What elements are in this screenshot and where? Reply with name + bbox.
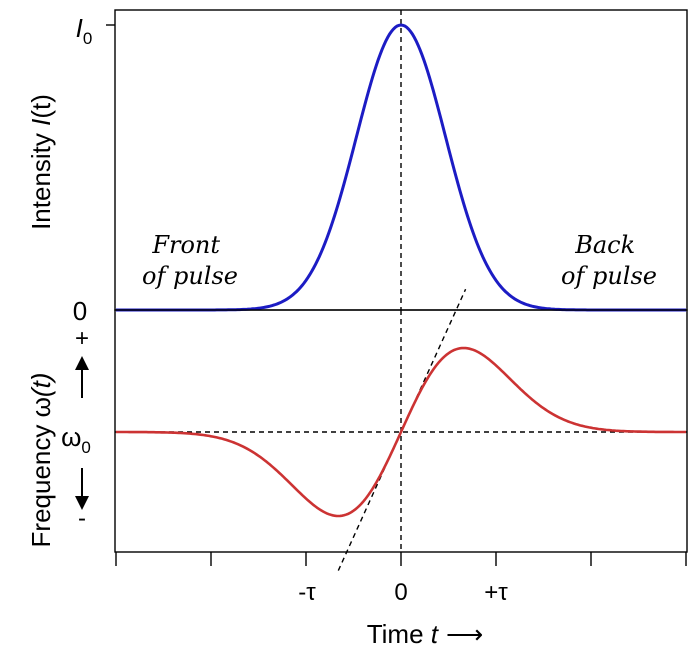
intensity-panel: I0 0 Intensity I(t) Front of pulse Back … bbox=[26, 9, 688, 326]
ytick-label-i0: I0 bbox=[76, 13, 93, 48]
up-arrow bbox=[75, 356, 89, 398]
xtick-label-zero: 0 bbox=[394, 579, 407, 606]
ytick-label-omega0: ω0 bbox=[61, 422, 91, 457]
frequency-curve bbox=[116, 346, 686, 518]
xtick-label-plus-tau: +τ bbox=[484, 579, 508, 606]
minus-label: - bbox=[78, 505, 86, 532]
back-of-pulse-label: Back of pulse bbox=[561, 231, 657, 290]
x-ticks bbox=[115, 552, 687, 566]
intensity-y-axis-label: Intensity I(t) bbox=[26, 94, 56, 230]
xtick-label-minus-tau: -τ bbox=[298, 579, 316, 606]
front-of-pulse-label: Front of pulse bbox=[142, 231, 238, 290]
ytick-label-zero: 0 bbox=[73, 296, 87, 326]
frequency-panel: -τ 0 +τ Time t ⟶ Frequency ω(t) ω0 + - bbox=[26, 288, 688, 646]
x-axis-label: Time t ⟶ bbox=[367, 619, 484, 646]
down-arrow bbox=[75, 468, 89, 510]
plus-label: + bbox=[75, 325, 89, 352]
frequency-y-axis-label: Frequency ω(t) bbox=[26, 373, 56, 548]
